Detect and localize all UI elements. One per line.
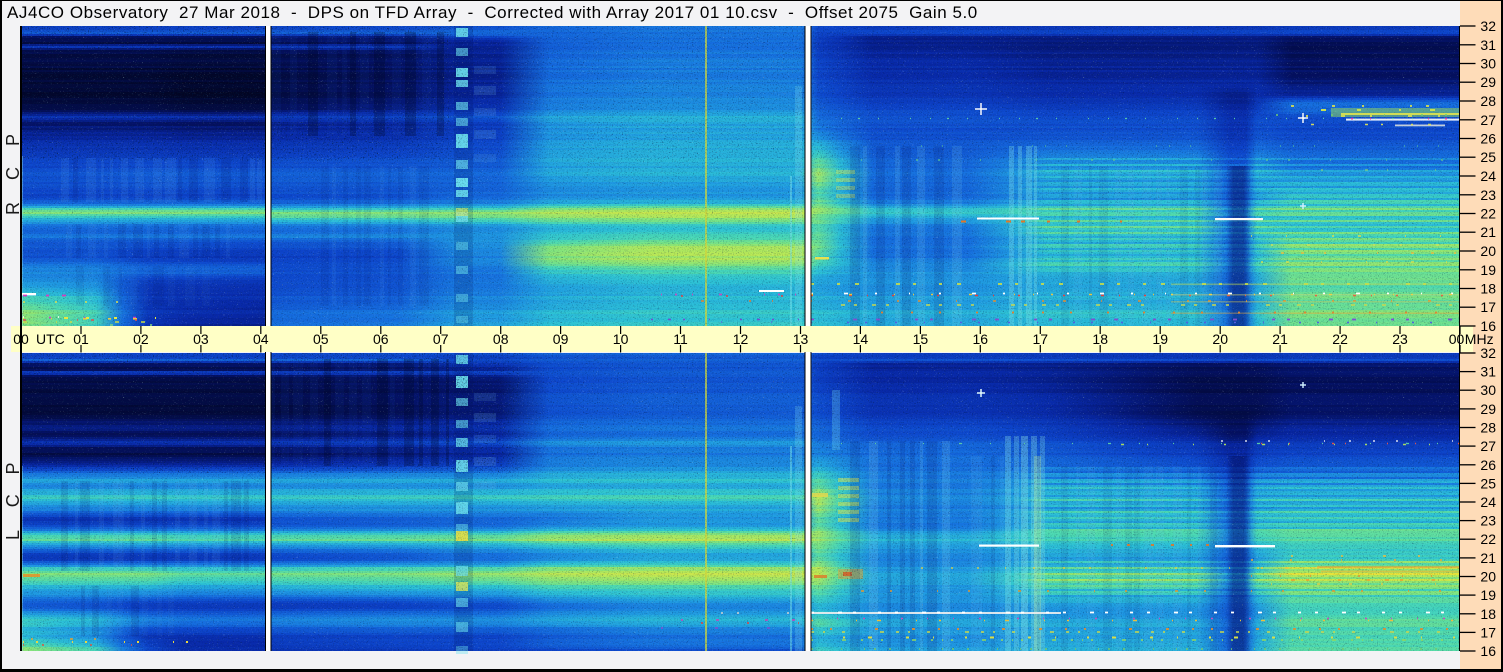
svg-text:29: 29 bbox=[1480, 401, 1496, 417]
svg-text:16: 16 bbox=[1480, 318, 1496, 334]
svg-text:28: 28 bbox=[1480, 93, 1496, 109]
svg-text:15: 15 bbox=[913, 331, 929, 347]
svg-text:24: 24 bbox=[1480, 168, 1496, 184]
svg-text:02: 02 bbox=[133, 331, 149, 347]
svg-text:27: 27 bbox=[1480, 112, 1496, 128]
svg-text:25: 25 bbox=[1480, 475, 1496, 491]
svg-text:21: 21 bbox=[1480, 224, 1496, 240]
svg-text:26: 26 bbox=[1480, 457, 1496, 473]
svg-text:27: 27 bbox=[1480, 438, 1496, 454]
svg-text:10: 10 bbox=[613, 331, 629, 347]
svg-text:09: 09 bbox=[553, 331, 569, 347]
svg-text:28: 28 bbox=[1480, 420, 1496, 436]
svg-text:00: 00 bbox=[13, 331, 29, 347]
svg-text:UTC: UTC bbox=[36, 331, 65, 347]
svg-text:22: 22 bbox=[1332, 331, 1348, 347]
svg-text:20: 20 bbox=[1212, 331, 1228, 347]
svg-text:22: 22 bbox=[1480, 206, 1496, 222]
svg-text:12: 12 bbox=[733, 331, 749, 347]
svg-text:P: P bbox=[3, 462, 23, 474]
svg-text:20: 20 bbox=[1480, 569, 1496, 585]
svg-text:32: 32 bbox=[1480, 18, 1496, 34]
svg-text:19: 19 bbox=[1480, 587, 1496, 603]
svg-text:17: 17 bbox=[1480, 624, 1496, 640]
svg-text:P: P bbox=[3, 134, 23, 146]
svg-text:00: 00 bbox=[1449, 331, 1465, 347]
svg-text:16: 16 bbox=[973, 331, 989, 347]
svg-text:06: 06 bbox=[373, 331, 389, 347]
svg-text:14: 14 bbox=[853, 331, 869, 347]
svg-text:25: 25 bbox=[1480, 149, 1496, 165]
svg-text:26: 26 bbox=[1480, 131, 1496, 147]
svg-text:23: 23 bbox=[1480, 187, 1496, 203]
svg-text:MHz: MHz bbox=[1465, 331, 1494, 347]
svg-text:31: 31 bbox=[1480, 37, 1496, 53]
svg-text:23: 23 bbox=[1392, 331, 1408, 347]
svg-text:16: 16 bbox=[1480, 643, 1496, 659]
svg-text:21: 21 bbox=[1272, 331, 1288, 347]
svg-text:18: 18 bbox=[1092, 331, 1108, 347]
svg-text:19: 19 bbox=[1152, 331, 1168, 347]
svg-text:07: 07 bbox=[433, 331, 449, 347]
svg-text:C: C bbox=[3, 167, 23, 180]
svg-text:08: 08 bbox=[493, 331, 509, 347]
svg-text:31: 31 bbox=[1480, 364, 1496, 380]
svg-text:18: 18 bbox=[1480, 606, 1496, 622]
svg-text:R: R bbox=[3, 202, 23, 215]
svg-text:C: C bbox=[3, 494, 23, 507]
svg-text:20: 20 bbox=[1480, 243, 1496, 259]
svg-text:17: 17 bbox=[1033, 331, 1049, 347]
svg-text:23: 23 bbox=[1480, 513, 1496, 529]
svg-text:29: 29 bbox=[1480, 74, 1496, 90]
svg-text:05: 05 bbox=[313, 331, 329, 347]
svg-text:01: 01 bbox=[73, 331, 89, 347]
svg-text:04: 04 bbox=[253, 331, 269, 347]
svg-text:13: 13 bbox=[793, 331, 809, 347]
svg-text:24: 24 bbox=[1480, 494, 1496, 510]
svg-text:30: 30 bbox=[1480, 56, 1496, 72]
svg-text:22: 22 bbox=[1480, 531, 1496, 547]
svg-text:18: 18 bbox=[1480, 281, 1496, 297]
svg-text:L: L bbox=[3, 530, 23, 540]
svg-text:11: 11 bbox=[673, 331, 688, 347]
svg-text:21: 21 bbox=[1480, 550, 1496, 566]
svg-text:17: 17 bbox=[1480, 299, 1496, 315]
svg-text:19: 19 bbox=[1480, 262, 1496, 278]
svg-text:03: 03 bbox=[193, 331, 209, 347]
svg-text:32: 32 bbox=[1480, 345, 1496, 361]
svg-text:30: 30 bbox=[1480, 382, 1496, 398]
